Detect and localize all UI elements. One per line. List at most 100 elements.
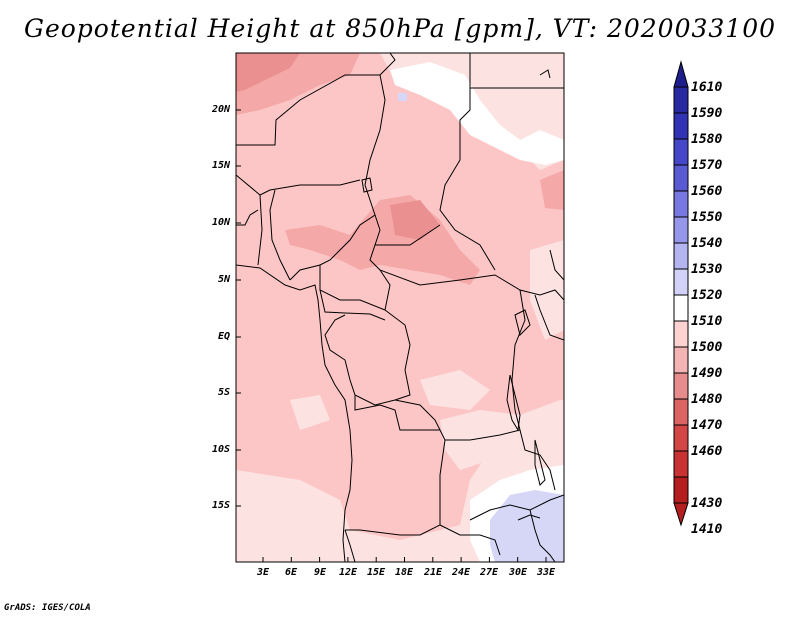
coastline xyxy=(236,264,353,562)
lake-chad xyxy=(361,177,373,193)
colorbar-band xyxy=(673,138,689,166)
field-light-east xyxy=(530,240,564,340)
border-line xyxy=(319,265,386,311)
border-line xyxy=(345,439,446,536)
colorbar-label: 1560 xyxy=(691,184,723,199)
colorbar xyxy=(673,60,689,527)
country-borders xyxy=(236,53,564,562)
lon-label: 9E xyxy=(313,567,327,578)
colorbar-band xyxy=(673,164,689,192)
border-line xyxy=(324,314,351,381)
border-line xyxy=(379,269,564,301)
border-line xyxy=(319,289,386,321)
border-line xyxy=(469,494,564,521)
lon-label: 24E xyxy=(451,567,471,578)
border-line xyxy=(511,289,526,431)
border-line xyxy=(519,429,556,491)
colorbar-label: 1460 xyxy=(691,444,723,459)
footer-credit: GrADS: IGES/COLA xyxy=(4,603,91,613)
field-dark-east xyxy=(540,170,564,210)
colorbar-band xyxy=(673,372,689,400)
colorbar-band xyxy=(673,112,689,140)
colorbar-band xyxy=(673,476,689,504)
colorbar-label: 1490 xyxy=(691,366,723,381)
field-darker-northwest xyxy=(236,53,300,92)
lake-tanganyika xyxy=(506,374,521,432)
colorbar-label: 1510 xyxy=(691,314,723,329)
field-white-north xyxy=(390,62,564,165)
lon-label: 6E xyxy=(284,567,298,578)
lat-label: EQ xyxy=(217,331,230,342)
lat-label: 20N xyxy=(211,104,230,115)
border-line xyxy=(236,53,396,146)
lon-label: 30E xyxy=(508,567,528,578)
border-line xyxy=(236,209,259,226)
border-line xyxy=(375,224,441,246)
coastline-zanzibar xyxy=(517,514,541,521)
axis-ticks xyxy=(236,109,547,562)
colorbar-label: 1500 xyxy=(691,340,723,355)
border-line xyxy=(269,189,291,281)
lon-label: 3E xyxy=(256,567,270,578)
lat-label: 10N xyxy=(211,217,230,228)
lat-label: 5S xyxy=(217,387,230,398)
colorbar-label: 1590 xyxy=(691,106,723,121)
height-field xyxy=(236,53,564,562)
lake-malawi xyxy=(534,439,546,486)
border-line xyxy=(439,524,501,556)
lat-label: 10S xyxy=(211,444,230,455)
colorbar-label: 1430 xyxy=(691,496,723,511)
border-line xyxy=(439,53,496,271)
colorbar-band xyxy=(673,294,689,322)
coastline-east-islands xyxy=(539,69,551,79)
colorbar-label: 1470 xyxy=(691,418,723,433)
colorbar-label: 1610 xyxy=(691,80,723,95)
colorbar-band xyxy=(673,190,689,218)
border-line xyxy=(344,529,356,562)
chart-title: Geopotential Height at 850hPa [gpm], VT:… xyxy=(23,14,777,43)
colorbar-band xyxy=(673,424,689,452)
colorbar-top-arrow xyxy=(673,60,689,88)
colorbar-label: 1520 xyxy=(691,288,723,303)
lon-label: 15E xyxy=(366,567,386,578)
colorbar-label: 1530 xyxy=(691,262,723,277)
border-line xyxy=(529,509,556,562)
border-line xyxy=(534,294,564,341)
lon-label: 18E xyxy=(394,567,414,578)
colorbar-label: 1480 xyxy=(691,392,723,407)
lon-label: 21E xyxy=(423,567,443,578)
field-blue-southeast xyxy=(490,490,564,562)
colorbar-label: 1580 xyxy=(691,132,723,147)
lat-label: 15N xyxy=(211,160,230,171)
lon-label: 27E xyxy=(479,567,499,578)
border-line xyxy=(354,395,440,431)
lon-label: 33E xyxy=(536,567,556,578)
colorbar-band xyxy=(673,398,689,426)
lat-label: 15S xyxy=(211,500,230,511)
field-light-west xyxy=(290,395,330,430)
lake-victoria xyxy=(514,309,531,336)
border-line xyxy=(349,309,411,406)
colorbar-band xyxy=(673,346,689,374)
colorbar-band xyxy=(673,320,689,348)
colorbar-band xyxy=(673,216,689,244)
lon-label: 12E xyxy=(338,567,358,578)
field-blue-spot xyxy=(398,93,407,101)
border-line xyxy=(289,184,376,281)
lat-label: 5N xyxy=(217,274,230,285)
colorbar-band xyxy=(673,450,689,478)
colorbar-label: 1540 xyxy=(691,236,723,251)
colorbar-band xyxy=(673,242,689,270)
border-line xyxy=(549,249,564,281)
colorbar-label: 1570 xyxy=(691,158,723,173)
border-line xyxy=(364,74,386,186)
border-line xyxy=(369,214,391,311)
colorbar-band xyxy=(673,268,689,296)
border-line xyxy=(257,194,263,266)
map-frame xyxy=(235,52,565,563)
border-line xyxy=(236,174,361,196)
colorbar-bottom-arrow xyxy=(673,502,689,527)
field-darker-center xyxy=(390,200,440,240)
field-light-central xyxy=(420,370,490,410)
